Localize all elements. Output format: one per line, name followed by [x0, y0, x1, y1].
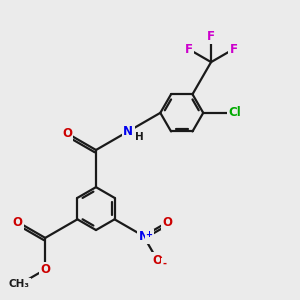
Text: F: F [207, 30, 215, 43]
Text: N: N [123, 125, 133, 138]
Text: F: F [230, 43, 238, 56]
Text: -: - [162, 259, 166, 269]
Text: N: N [139, 230, 148, 242]
Text: H: H [135, 132, 144, 142]
Text: O: O [163, 216, 172, 229]
Text: Cl: Cl [228, 106, 241, 119]
Text: +: + [146, 230, 153, 239]
Text: O: O [13, 216, 23, 229]
Text: O: O [62, 127, 72, 140]
Text: CH₃: CH₃ [9, 279, 30, 289]
Text: O: O [40, 263, 50, 276]
Text: F: F [184, 43, 193, 56]
Text: O: O [152, 254, 162, 267]
